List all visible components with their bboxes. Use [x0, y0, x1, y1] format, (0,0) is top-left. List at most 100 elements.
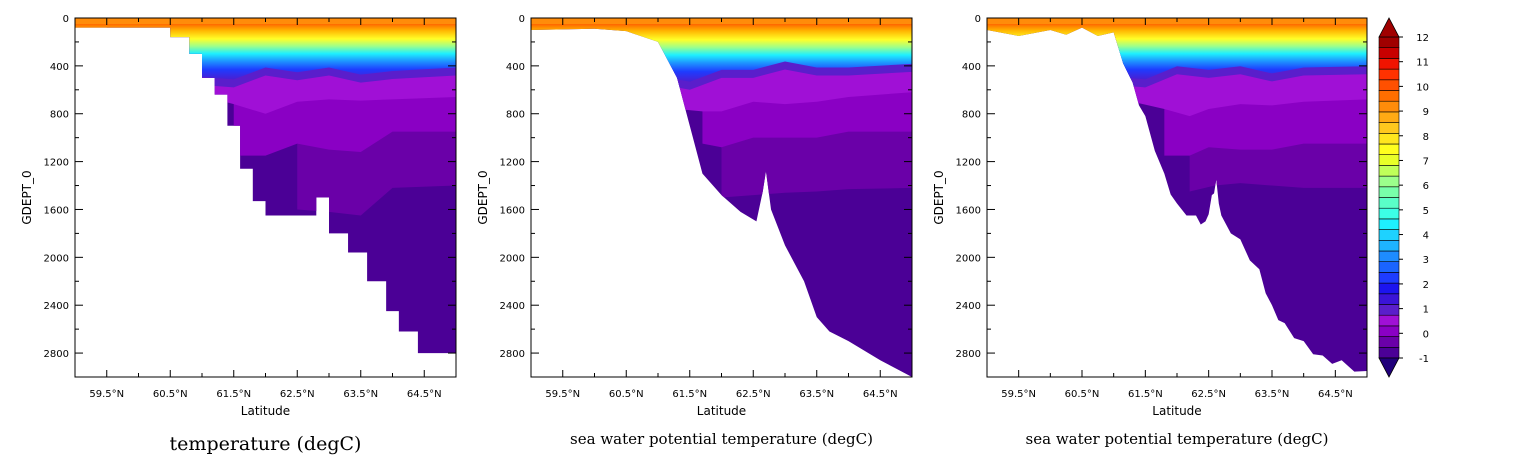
panel-2-x-tick-labels: 59.5°N 60.5°N 61.5°N 62.5°N 63.5°N 64.5°N	[545, 389, 897, 400]
panel-3-y-tick-labels: 0 400 800 1200 1600 2000 2400 2800	[956, 14, 981, 360]
colorbar-swatch	[1378, 282, 1400, 295]
x-tick-label: 59.5°N	[545, 389, 580, 400]
x-tick-label: 63.5°N	[1255, 389, 1290, 400]
colorbar-swatch	[1378, 100, 1400, 113]
y-tick-label: 2000	[44, 253, 69, 264]
panel-1-y-axis-label: GDEPT_0	[20, 170, 34, 224]
panel-2-x-ticks	[562, 18, 881, 377]
y-tick-label: 1200	[956, 158, 981, 169]
y-tick-label: 1600	[956, 205, 981, 216]
colorbar-swatch	[1378, 186, 1400, 198]
y-tick-label: 2400	[956, 301, 981, 312]
y-tick-label: 400	[506, 62, 525, 73]
colorbar-swatch	[1378, 229, 1400, 241]
y-tick-label: 2800	[956, 349, 981, 360]
panel-1: 59.5°N 60.5°N 61.5°N 62.5°N 63.5°N 64.5°N 0 40…	[20, 14, 457, 455]
x-tick-label: 61.5°N	[216, 389, 251, 400]
panel-3-x-axis-label: Latitude	[1152, 404, 1201, 418]
panel-3-x-tick-labels: 59.5°N 60.5°N 61.5°N 62.5°N 63.5°N 64.5°N	[1001, 389, 1352, 400]
colorbar-swatch	[1378, 47, 1400, 59]
colorbar-swatch	[1378, 197, 1400, 209]
panel-1-y-ticks	[75, 41, 456, 354]
x-tick-label: 60.5°N	[609, 389, 644, 400]
colorbar-swatch	[1378, 261, 1400, 273]
colorbar-swatch	[1378, 272, 1400, 284]
y-tick-label: 2000	[956, 253, 981, 264]
colorbar-swatch	[1378, 346, 1400, 359]
y-tick-label: 1200	[500, 158, 525, 169]
panel-2-y-ticks	[531, 41, 912, 354]
colorbar-tick-label: 12	[1416, 33, 1429, 44]
x-tick-label: 62.5°N	[736, 389, 771, 400]
colorbar-max-arrow	[1378, 17, 1400, 38]
colorbar-tick-label: 5	[1423, 206, 1429, 217]
y-tick-label: 800	[962, 110, 981, 121]
x-tick-label: 60.5°N	[1065, 389, 1100, 400]
x-tick-label: 64.5°N	[863, 389, 898, 400]
x-tick-label: 63.5°N	[799, 389, 834, 400]
colorbar-tick-label: 0	[1423, 329, 1429, 340]
colorbar-swatch	[1378, 240, 1400, 252]
colorbar-ticks	[1399, 36, 1403, 359]
panel-1-y-tick-labels: 0 400 800 1200 1600 2000 2400 2800	[44, 14, 69, 360]
x-tick-label: 59.5°N	[1001, 389, 1036, 400]
colorbar-swatch	[1378, 336, 1400, 348]
colorbar-swatches	[1378, 36, 1400, 359]
panel-1-temperature-field	[75, 18, 456, 377]
y-tick-label: 0	[63, 14, 69, 25]
panel-2: 59.5°N 60.5°N 61.5°N 62.5°N 63.5°N 64.5°N 0 40…	[476, 14, 913, 448]
panel-1-x-axis-label: Latitude	[241, 404, 290, 418]
y-tick-label: 2400	[44, 301, 69, 312]
x-tick-label: 59.5°N	[89, 389, 124, 400]
colorbar-tick-label: 4	[1423, 231, 1429, 242]
colorbar-swatch	[1378, 111, 1400, 123]
colorbar-swatch	[1378, 143, 1400, 155]
y-tick-label: 800	[50, 110, 69, 121]
panel-3: 59.5°N 60.5°N 61.5°N 62.5°N 63.5°N 64.5°N 0 40…	[932, 14, 1368, 448]
x-tick-label: 64.5°N	[1318, 389, 1353, 400]
y-tick-label: 400	[50, 62, 69, 73]
panel-1-x-tick-labels: 59.5°N 60.5°N 61.5°N 62.5°N 63.5°N 64.5°N	[89, 389, 441, 400]
panel-2-frame	[530, 17, 913, 378]
panel-2-temperature-field	[531, 18, 912, 377]
colorbar-swatch	[1378, 68, 1400, 81]
y-tick-label: 2800	[500, 349, 525, 360]
panel-1-title: temperature (degC)	[170, 433, 362, 455]
colorbar-tick-label: 11	[1416, 58, 1429, 69]
colorbar-swatch	[1378, 79, 1400, 91]
panel-2-y-axis-label: GDEPT_0	[476, 170, 490, 224]
colorbar-swatch	[1378, 325, 1400, 337]
colorbar-tick-label: 7	[1423, 156, 1429, 167]
panel-1-frame	[74, 17, 457, 378]
y-tick-label: 1200	[44, 158, 69, 169]
colorbar-swatch	[1378, 304, 1400, 316]
colorbar-swatch	[1378, 36, 1400, 48]
colorbar-tick-label: 10	[1416, 82, 1429, 93]
colorbar-swatch	[1378, 293, 1400, 305]
x-tick-label: 64.5°N	[407, 389, 442, 400]
y-tick-label: 2800	[44, 349, 69, 360]
panel-1-x-ticks	[106, 18, 425, 377]
colorbar-swatch	[1378, 122, 1400, 134]
x-tick-label: 60.5°N	[153, 389, 188, 400]
x-tick-label: 62.5°N	[280, 389, 315, 400]
colorbar-tick-label: 1	[1423, 305, 1429, 316]
panel-3-frame	[986, 17, 1368, 378]
colorbar-swatch	[1378, 218, 1400, 230]
panel-2-x-axis-label: Latitude	[697, 404, 746, 418]
panel-3-x-ticks	[1018, 18, 1336, 377]
x-tick-label: 61.5°N	[672, 389, 707, 400]
colorbar-swatch	[1378, 250, 1400, 262]
panel-2-title: sea water potential temperature (degC)	[570, 430, 873, 448]
colorbar-swatch	[1378, 175, 1400, 188]
colorbar-tick-label: 9	[1423, 107, 1429, 118]
y-tick-label: 0	[975, 14, 981, 25]
colorbar-swatch	[1378, 133, 1400, 145]
colorbar-swatch	[1378, 90, 1400, 102]
x-tick-label: 63.5°N	[343, 389, 378, 400]
y-tick-label: 400	[962, 62, 981, 73]
x-tick-label: 61.5°N	[1128, 389, 1163, 400]
panel-2-y-tick-labels: 0 400 800 1200 1600 2000 2400 2800	[500, 14, 525, 360]
